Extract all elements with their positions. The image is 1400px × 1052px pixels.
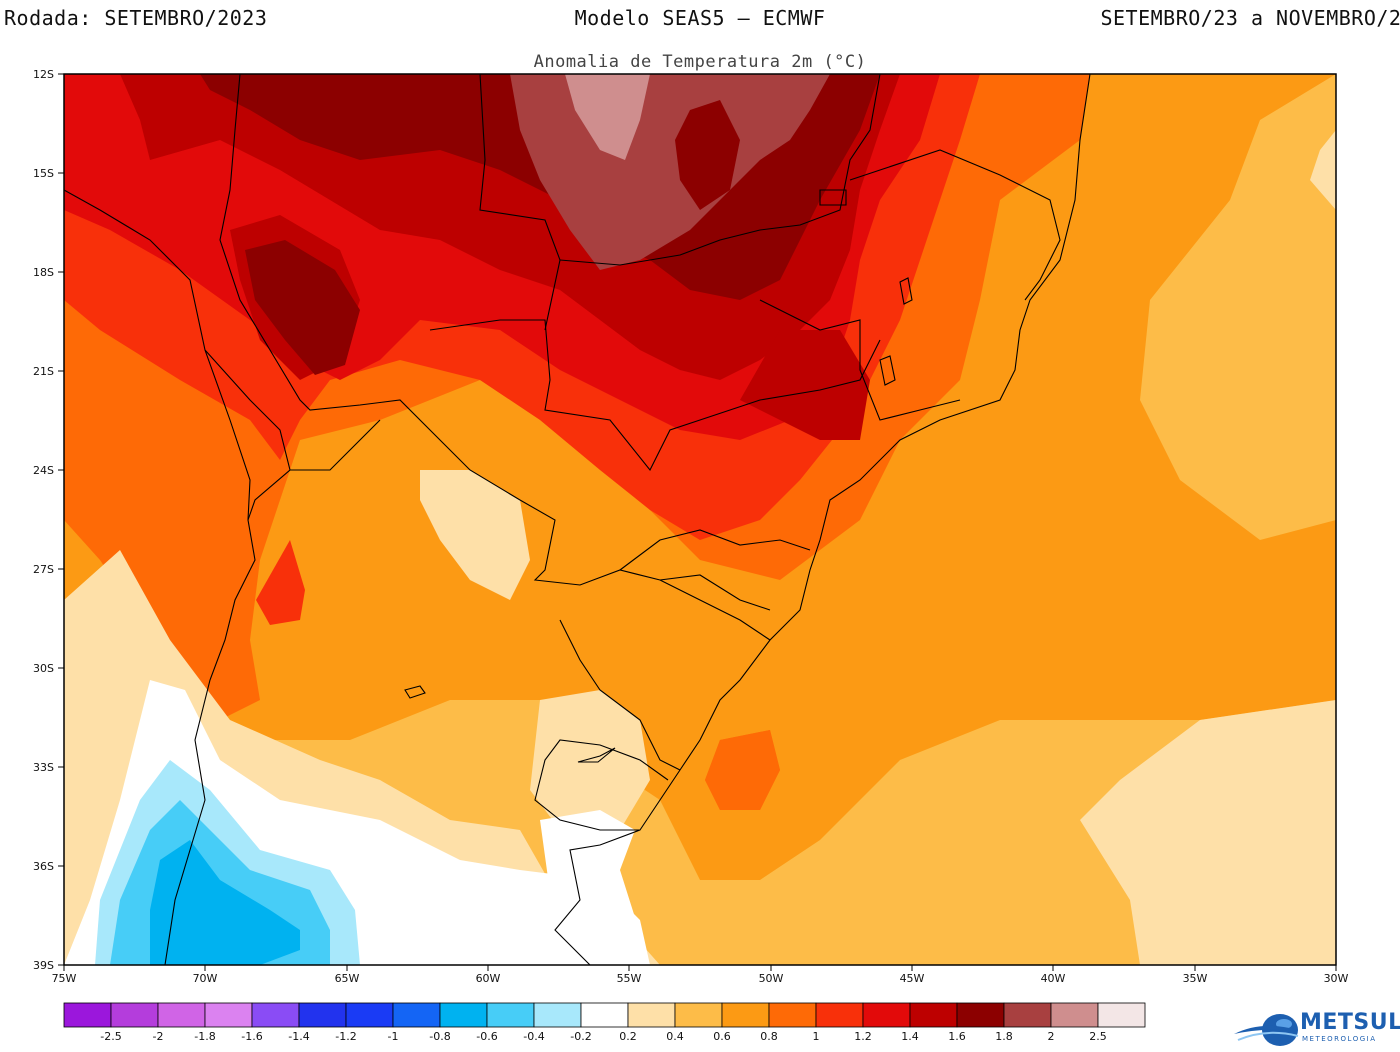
colorbar-swatch <box>157 1002 206 1028</box>
lat-label: 33S <box>33 761 54 774</box>
colorbar-label: 1.6 <box>948 1030 966 1043</box>
latitude-axis <box>58 73 64 966</box>
colorbar-swatch <box>486 1002 535 1028</box>
colorbar-label: -1 <box>388 1030 399 1043</box>
lat-label: 36S <box>33 860 54 873</box>
colorbar-label: 0.2 <box>619 1030 637 1043</box>
lon-label: 65W <box>335 972 360 985</box>
colorbar-label: -2 <box>153 1030 164 1043</box>
colorbar-label: 1.8 <box>995 1030 1013 1043</box>
colorbar-label: -1.6 <box>241 1030 262 1043</box>
lat-label: 21S <box>33 365 54 378</box>
colorbar-swatch <box>533 1002 582 1028</box>
colorbar-swatch <box>815 1002 864 1028</box>
colorbar-label: 0.4 <box>666 1030 684 1043</box>
lat-label: 30S <box>33 662 54 675</box>
colorbar-swatch <box>110 1002 159 1028</box>
colorbar-label: -1.2 <box>335 1030 356 1043</box>
metsul-logo: METSUL METEOROLOGIA <box>1232 1008 1400 1052</box>
lat-label: 15S <box>33 167 54 180</box>
colorbar-label: -0.4 <box>523 1030 544 1043</box>
lon-label: 55W <box>617 972 642 985</box>
colorbar-labels: -2.5 -2 -1.8 -1.6 -1.4 -1.2 -1 -0.8 -0.6 -0.4 -0.2… <box>100 1030 1106 1043</box>
lon-label: 30W <box>1324 972 1349 985</box>
logo-tagline: METEOROLOGIA <box>1302 1035 1377 1043</box>
colorbar-swatch <box>956 1002 1005 1028</box>
lon-label: 75W <box>52 972 77 985</box>
colorbar-label: 1.2 <box>854 1030 872 1043</box>
colorbar-label: -0.6 <box>476 1030 497 1043</box>
colorbar-label: 0.8 <box>760 1030 778 1043</box>
colorbar-swatch <box>580 1002 629 1028</box>
lat-label: 39S <box>33 959 54 972</box>
colorbar-swatch <box>204 1002 253 1028</box>
lon-label: 45W <box>900 972 925 985</box>
colorbar-swatch <box>627 1002 676 1028</box>
colorbar-label: -0.8 <box>429 1030 450 1043</box>
colorbar-swatch <box>392 1002 441 1028</box>
colorbar-label: -1.4 <box>288 1030 309 1043</box>
colorbar-swatch <box>1003 1002 1052 1028</box>
colorbar-swatch <box>1097 1002 1146 1028</box>
colorbar-label: 0.6 <box>713 1030 731 1043</box>
lat-label: 24S <box>33 464 54 477</box>
map-frame <box>63 73 1337 966</box>
lon-label: 40W <box>1041 972 1066 985</box>
forecast-period: SETEMBRO/23 a NOVEMBRO/23 <box>1100 6 1400 30</box>
run-date: Rodada: SETEMBRO/2023 <box>4 6 268 30</box>
globe-icon <box>1234 1014 1299 1046</box>
anomaly-field <box>64 74 1336 965</box>
colorbar-label: 2.5 <box>1089 1030 1107 1043</box>
colorbar-swatch <box>862 1002 911 1028</box>
colorbar-swatch <box>721 1002 770 1028</box>
longitude-labels: 75W 70W 65W 60W 55W 50W 45W 40W 35W 30W <box>52 972 1349 985</box>
colorbar-swatch <box>768 1002 817 1028</box>
colorbar-swatch <box>439 1002 488 1028</box>
lon-label: 35W <box>1183 972 1208 985</box>
colorbar-label: -2.5 <box>100 1030 121 1043</box>
colorbar-swatch <box>251 1002 300 1028</box>
colorbar-label: -1.8 <box>194 1030 215 1043</box>
colorbar-swatch <box>345 1002 394 1028</box>
lon-label: 70W <box>193 972 218 985</box>
lat-label: 18S <box>33 266 54 279</box>
colorbar-swatch <box>298 1002 347 1028</box>
lat-label: 27S <box>33 563 54 576</box>
map-subtitle: Anomalia de Temperatura 2m (°C) <box>533 52 867 72</box>
latitude-labels: 12S 15S 18S 21S 24S 27S 30S 33S 36S 39S <box>33 68 54 972</box>
model-title: Modelo SEAS5 – ECMWF <box>574 6 826 30</box>
lon-label: 60W <box>476 972 501 985</box>
colorbar-swatch <box>63 1002 112 1028</box>
colorbar-swatches <box>63 1002 1146 1028</box>
colorbar-swatch <box>1050 1002 1099 1028</box>
lat-label: 12S <box>33 68 54 81</box>
lon-label: 50W <box>759 972 784 985</box>
boundaries <box>64 74 1091 965</box>
colorbar-label: -0.2 <box>570 1030 591 1043</box>
colorbar-swatch <box>674 1002 723 1028</box>
longitude-axis <box>63 965 1337 971</box>
logo-wordmark: METSUL <box>1300 1010 1400 1035</box>
colorbar-swatch <box>909 1002 958 1028</box>
colorbar-label: 2 <box>1048 1030 1055 1043</box>
colorbar-label: 1 <box>813 1030 820 1043</box>
colorbar-label: 1.4 <box>901 1030 919 1043</box>
